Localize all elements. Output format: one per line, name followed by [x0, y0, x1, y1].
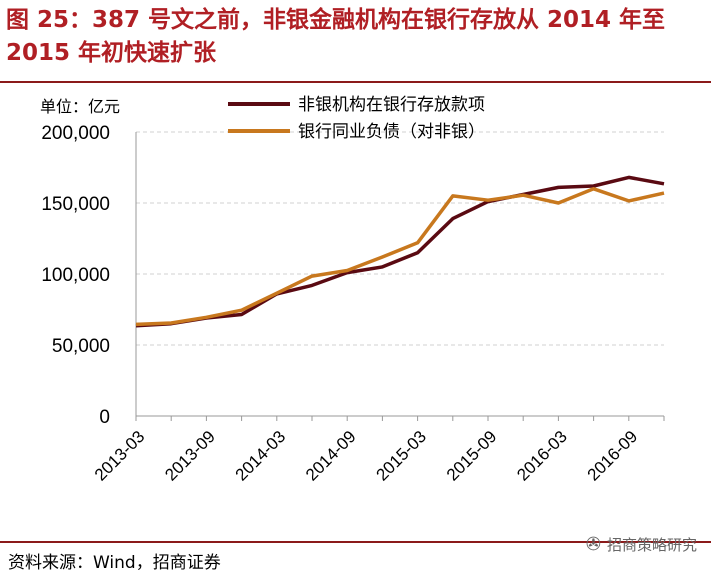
series-line-2: [135, 187, 665, 327]
x-tick-label: 2016-09: [584, 427, 642, 485]
x-tick-label: 2015-03: [372, 427, 430, 485]
title-divider: [0, 81, 711, 83]
watermark-text: 招商策略研究: [606, 536, 697, 554]
source-note: 资料来源：Wind，招商证券: [8, 553, 221, 573]
wechat-icon: ✇: [585, 534, 601, 555]
y-tick-label: 100,000: [41, 265, 110, 286]
unit-label: 单位：亿元: [40, 97, 121, 116]
y-axis-ticks: 0 50,000 100,000 150,000 200,000: [41, 123, 110, 428]
x-tick-label: 2015-09: [443, 427, 501, 485]
series-lines: [135, 175, 665, 328]
watermark: ✇ 招商策略研究: [586, 534, 697, 555]
gridlines: [136, 131, 664, 346]
chart-title: 图 25：387 号文之前，非银金融机构在银行存放从 2014 年至 2015 …: [6, 7, 666, 66]
axes: [135, 132, 664, 417]
footer-divider: [0, 541, 711, 543]
x-tick-label: 2013-03: [91, 427, 149, 485]
x-tick-label: 2013-09: [161, 427, 219, 485]
x-tick-label: 2016-03: [513, 427, 571, 485]
x-axis-ticks: 2013-03 2013-09 2014-03 2014-09 2015-03 2015-…: [91, 416, 665, 485]
y-tick-label: 50,000: [52, 336, 110, 357]
x-tick-label: 2014-03: [232, 427, 290, 485]
legend-label-2: 银行同业负债（对非银）: [298, 122, 485, 142]
series-line-1: [135, 175, 665, 328]
legend-label-1: 非银机构在银行存放款项: [298, 95, 485, 115]
y-tick-label: 150,000: [41, 194, 110, 215]
y-tick-label: 200,000: [41, 123, 110, 144]
y-tick-label: 0: [99, 407, 110, 428]
x-tick-label: 2014-09: [302, 427, 360, 485]
